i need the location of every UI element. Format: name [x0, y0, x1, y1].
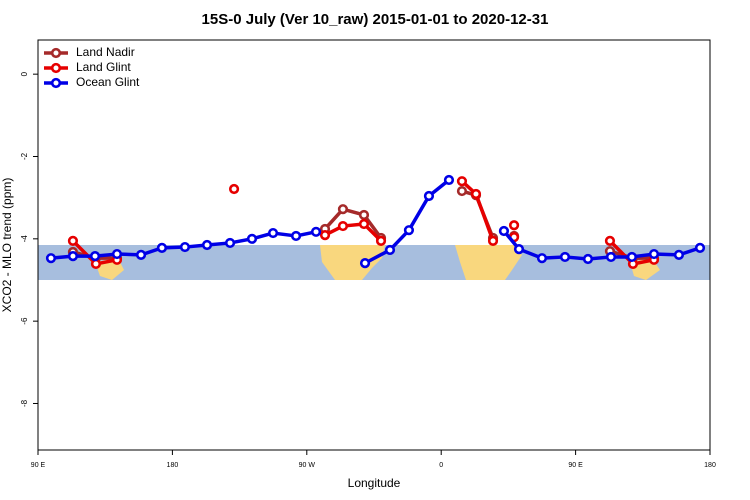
data-point	[135, 249, 147, 260]
data-point	[246, 233, 258, 244]
data-point	[443, 174, 455, 186]
data-point	[375, 235, 387, 246]
data-point	[456, 185, 468, 197]
y-axis-label: XCO2 - MLO trend (ppm)	[0, 178, 14, 313]
x-axis-label: Longitude	[348, 476, 401, 490]
data-point	[470, 188, 482, 200]
x-tick-label: 90 E	[568, 462, 583, 469]
data-point	[513, 244, 525, 255]
data-point	[337, 220, 349, 232]
data-point	[403, 225, 415, 236]
data-point	[498, 225, 510, 237]
data-point	[290, 230, 302, 242]
legend-label: Land Nadir	[76, 45, 135, 59]
data-point	[487, 235, 499, 246]
data-point	[179, 241, 191, 253]
data-point	[337, 204, 349, 215]
data-point	[224, 237, 236, 249]
data-point	[267, 227, 279, 239]
x-tick-label: 0	[439, 462, 443, 469]
data-point	[358, 218, 370, 230]
data-point	[604, 235, 616, 246]
y-tick-label: -2	[20, 152, 29, 160]
data-point	[319, 230, 331, 241]
data-point	[648, 248, 660, 260]
data-point	[582, 253, 594, 265]
x-tick-label: 90 E	[31, 462, 46, 469]
data-point	[423, 190, 435, 202]
data-point	[156, 242, 168, 253]
chart-title: 15S-0 July (Ver 10_raw) 2015-01-01 to 20…	[202, 11, 549, 28]
data-point	[90, 258, 102, 270]
data-point	[626, 251, 637, 263]
data-point	[359, 258, 371, 269]
x-tick-label: 180	[704, 462, 716, 469]
data-point	[694, 242, 706, 253]
plot-frame	[37, 39, 711, 451]
data-point	[67, 251, 79, 262]
map-strip	[38, 245, 710, 280]
data-point	[536, 253, 548, 264]
data-point	[67, 235, 79, 246]
data-point	[358, 209, 370, 221]
y-tick-label: -8	[20, 399, 29, 407]
x-tick-label: 180	[167, 462, 179, 469]
y-tick-label: -4	[20, 235, 29, 243]
data-point	[384, 244, 396, 256]
data-point	[559, 251, 571, 263]
data-point	[228, 183, 240, 195]
data-point	[605, 251, 617, 263]
legend-swatch	[50, 47, 62, 59]
data-point	[45, 253, 57, 264]
y-tick-label: 0	[20, 71, 29, 76]
data-point	[201, 239, 213, 251]
legend-label: Land Glint	[76, 60, 131, 74]
legend-label: Ocean Glint	[76, 75, 140, 89]
legend-swatch	[50, 62, 62, 74]
data-point	[508, 220, 520, 231]
data-point	[89, 251, 101, 262]
data-point	[456, 176, 468, 187]
data-point	[310, 226, 322, 237]
data-point	[673, 249, 685, 260]
y-tick-label: -6	[20, 317, 29, 325]
x-tick-label: 90 W	[299, 462, 316, 469]
data-point	[111, 248, 123, 260]
legend-swatch	[50, 77, 62, 89]
